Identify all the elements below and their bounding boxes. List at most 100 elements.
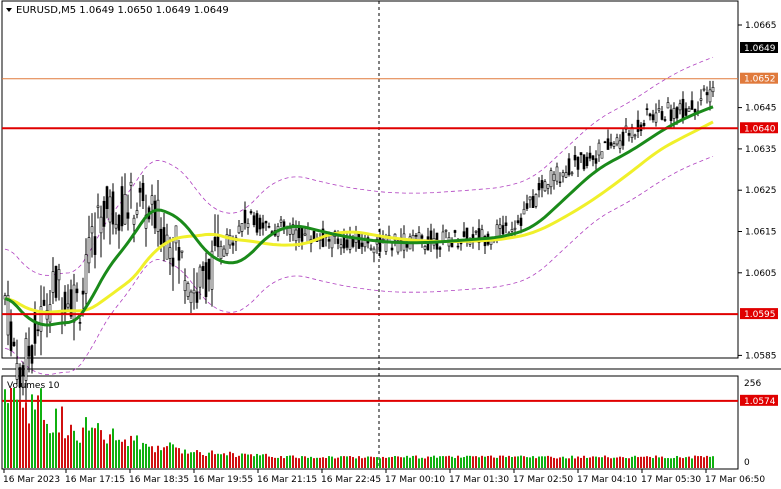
volume-bar [703,457,705,468]
candle-body [540,180,544,189]
volume-bar [166,446,168,468]
candle-body [267,226,271,228]
candle-body [294,229,298,242]
volume-bar [517,456,519,468]
volume-bar [595,456,597,468]
volume-bar [238,455,240,468]
volume-bar [538,456,540,468]
candle-body [69,289,73,317]
candle-body [51,271,55,293]
volume-bar [493,457,495,468]
candle-body [390,247,394,251]
candle-body [132,217,136,225]
candle-body [87,237,91,264]
volume-bar [184,449,186,468]
candle-body [198,266,202,288]
candle-body [159,228,163,245]
candle-body [702,88,706,91]
volume-bar [619,456,621,468]
candle-body [141,182,145,202]
volume-bar [388,457,390,468]
volume-bar [358,456,360,468]
candle-body [72,284,76,323]
volume-bar [622,457,624,468]
volume-bar [43,419,45,468]
triangle-down-icon[interactable] [6,8,12,12]
candle-body [129,181,133,186]
volume-bar [706,455,708,468]
volume-bar [520,455,522,468]
candle-body [543,181,547,192]
candle-body [300,227,304,242]
volume-bar [433,455,435,468]
volume-axis-bottom: 0 [744,458,750,468]
volume-bar [301,456,303,468]
candle-body [336,238,340,244]
volume-bar [343,456,345,468]
volume-bar [562,456,564,468]
volume-bar [334,458,336,468]
volume-bar [610,458,612,468]
candle-body [288,228,292,235]
candle-body [642,122,646,126]
volume-bar [49,433,51,468]
volume-bar [109,434,111,468]
candle-body [291,224,295,235]
volume-bar [691,458,693,468]
time-tick-label: 16 Mar 21:15 [257,475,317,485]
candle-body [105,186,109,209]
candle-body [657,108,661,111]
time-tick-label: 17 Mar 04:10 [577,475,637,485]
candle-body [177,247,181,261]
candle-body [42,299,46,306]
volume-bar [418,458,420,468]
volume-bar [322,457,324,468]
volume-bar [442,456,444,468]
volume-bar [364,457,366,468]
volume-bar [577,456,579,468]
volume-bar [484,456,486,468]
candle-body [684,108,688,116]
volume-bar [478,457,480,468]
candle-body [648,113,652,117]
volume-bar [256,453,258,468]
candle-body [594,158,598,164]
candle-body [699,98,703,101]
candle-body [561,172,565,177]
volume-bar [79,442,81,468]
candle-body [243,209,247,224]
candle-body [15,363,19,380]
candle-body [78,322,82,324]
volume-bar [145,443,147,468]
time-tick-label: 16 Mar 19:55 [193,475,253,485]
candle-body [591,155,595,160]
volume-bar [658,457,660,468]
candle-body [180,250,184,253]
level-lines[interactable]: 1.0652 1.0640 1.0595 1.0574 [2,72,778,407]
volume-bar [172,444,174,468]
time-tick-label: 17 Mar 02:50 [513,475,573,485]
volume-bar [376,457,378,468]
candle-body [558,181,562,184]
volume-bar [100,430,102,468]
candle-body [531,196,535,209]
volume-bar [190,452,192,468]
candle-body [174,225,178,244]
level-price-label: 1.0652 [744,75,776,85]
candle-body [81,290,85,295]
volume-bar [571,455,573,468]
candle-body [396,240,400,253]
candle-body [207,258,211,280]
volume-bar [487,455,489,468]
candle-body [522,208,526,215]
volume-bar [439,456,441,468]
volume-bar [598,457,600,468]
volume-bar [22,407,24,468]
volume-bar [490,455,492,468]
volume-bar [127,446,129,468]
volume-bar [205,455,207,468]
volume-bar [625,458,627,468]
volume-bar [637,457,639,468]
price-tick-label: 1.0585 [745,351,777,361]
